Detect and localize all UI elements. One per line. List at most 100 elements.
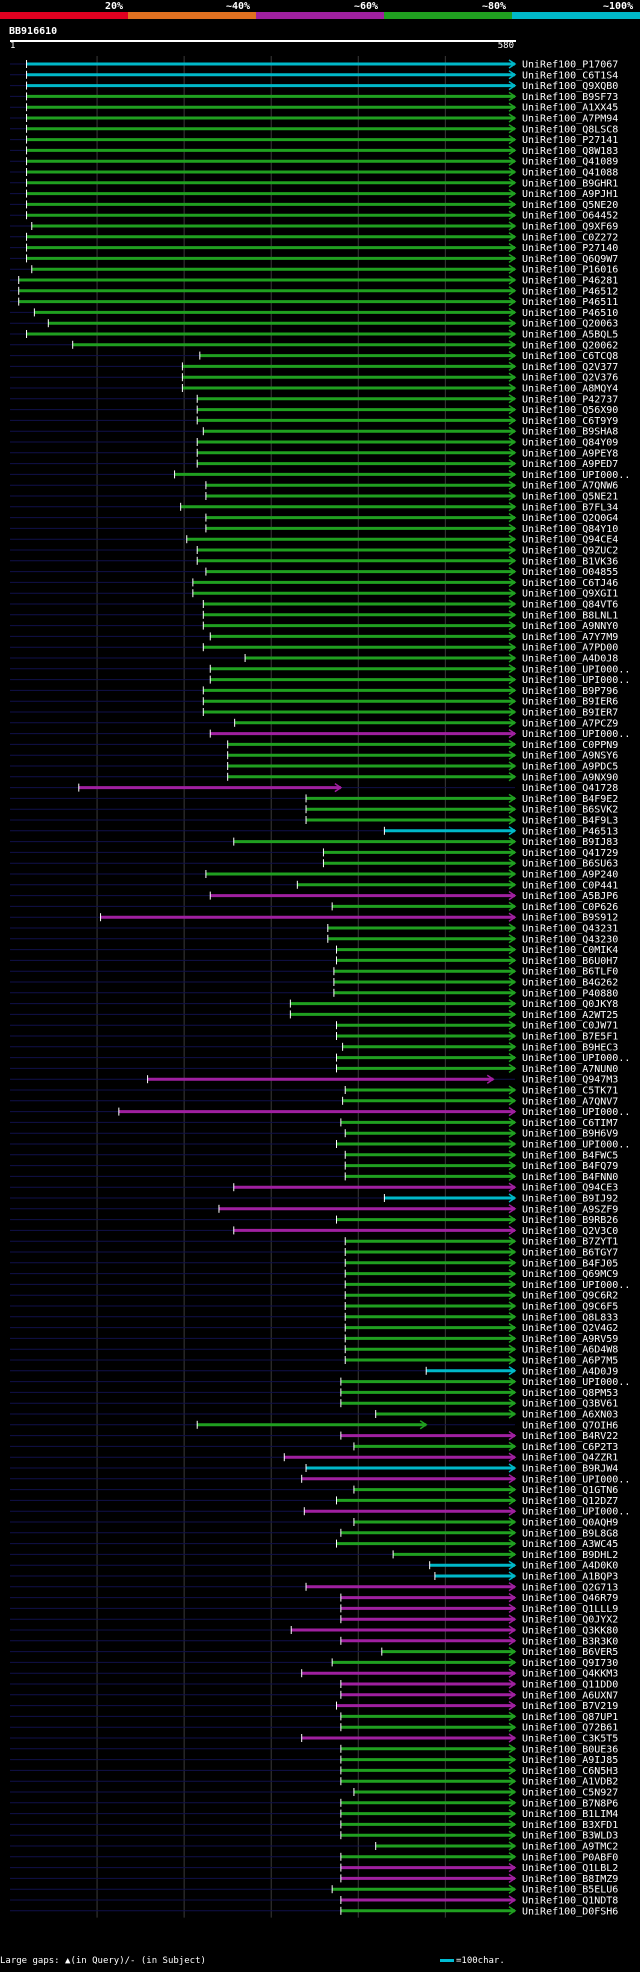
hit-label: UniRef100_B9IER6 [522,697,618,708]
hit-end-arrow [508,1268,517,1279]
hit-label: UniRef100_B9H6V9 [522,1129,618,1140]
hit-label: UniRef100_C0JW71 [522,1021,618,1032]
hit-label: UniRef100_P0ABF0 [522,1852,618,1863]
hit-label: UniRef100_B3R3K0 [522,1636,618,1647]
hit-label: UniRef100_B7N8P6 [522,1798,618,1809]
hit-end-arrow [508,1160,517,1171]
hit-end-arrow [508,1193,517,1203]
hit-label: UniRef100_Q2Q0G4 [522,513,618,524]
hit-label: UniRef100_B9IJ92 [522,1194,618,1205]
hit-label: UniRef100_Q43230 [522,934,618,945]
hit-end-arrow [508,944,517,955]
hit-label: UniRef100_B4RV22 [522,1431,618,1442]
legend-label: ~40% [226,1,251,12]
hit-label: UniRef100_A4D0K0 [522,1561,618,1572]
hit-end-arrow [508,588,517,598]
hit-end-arrow [508,1776,517,1786]
hit-end-arrow [508,1765,517,1776]
hit-end-arrow [508,1463,517,1473]
ruler-end-label: 580 [497,41,514,51]
hit-label: UniRef100_C0P626 [522,902,618,913]
hit-end-arrow [508,91,517,102]
hit-end-arrow [508,1906,517,1916]
hit-end-arrow [508,1031,517,1041]
hit-end-arrow [508,350,517,361]
hit-end-arrow [508,383,517,393]
hit-label: UniRef100_Q9XQB0 [522,81,618,92]
hit-end-arrow [508,1700,517,1711]
footer: Large gaps: ▲(in Query)/- (in Subject) =… [0,1956,640,1970]
hit-label: UniRef100_A7PCZ9 [522,718,618,729]
hit-end-arrow [508,1582,517,1592]
ruler-line [10,40,516,42]
hit-label: UniRef100_Q84VT6 [522,600,618,611]
hit-label: UniRef100_Q4ZZR1 [522,1453,618,1464]
hit-label: UniRef100_A9NSY6 [522,751,618,762]
hit-label: UniRef100_A9IJ85 [522,1755,618,1766]
hit-end-arrow [508,556,517,566]
hit-label: UniRef100_Q2V377 [522,362,618,373]
hit-label: UniRef100_C0PPN9 [522,740,618,751]
hit-end-arrow [508,145,517,156]
hit-label: UniRef100_Q9I730 [522,1658,618,1669]
hit-label: UniRef100_B9SHA8 [522,427,618,438]
hit-end-arrow [508,1052,517,1063]
hit-end-arrow [508,826,517,836]
hit-label: UniRef100_Q94CE4 [522,535,618,546]
hit-end-arrow [508,750,517,760]
hit-label: UniRef100_B7ZYT1 [522,1237,618,1248]
hit-end-arrow [508,610,517,620]
hit-end-arrow [508,1787,517,1797]
hit-label: UniRef100_C6TCQ8 [522,351,618,362]
hit-end-arrow [508,1355,517,1365]
hit-end-arrow [508,1657,517,1668]
hit-end-arrow [508,502,517,512]
hit-label: UniRef100_B9P796 [522,686,618,697]
hit-label: UniRef100_Q2V4G2 [522,1323,618,1334]
hit-label: UniRef100_UPI000.. [522,470,630,481]
hit-end-arrow [508,545,517,555]
hit-label: UniRef100_A9PJH1 [522,189,618,200]
hit-end-arrow [508,1474,517,1484]
hit-end-arrow [508,534,517,544]
hit-end-arrow [508,1020,517,1030]
hit-label: UniRef100_C6P2T3 [522,1442,618,1453]
hit-end-arrow [508,599,517,609]
hit-label: UniRef100_C5TK71 [522,1086,618,1097]
hit-end-arrow [508,469,517,480]
hit-end-arrow [508,1096,517,1106]
hit-label: UniRef100_Q8L833 [522,1312,618,1323]
hit-end-arrow [508,1819,517,1830]
hit-label: UniRef100_A7PD00 [522,643,618,654]
hit-label: UniRef100_A2WT25 [522,1010,618,1021]
hit-label: UniRef100_B4F9E2 [522,794,618,805]
hit-end-arrow [508,1744,517,1754]
hit-label: UniRef100_B4G262 [522,978,618,989]
hit-label: UniRef100_Q2V3C0 [522,1226,618,1237]
hit-label: UniRef100_C5N927 [522,1788,618,1799]
hit-end-arrow [508,804,517,814]
hit-end-arrow [508,1139,517,1149]
hit-label: UniRef100_Q87UP1 [522,1712,618,1723]
hit-end-arrow [508,977,517,987]
hit-label: UniRef100_A1VDB2 [522,1777,618,1788]
hit-end-arrow [508,696,517,706]
hit-label: UniRef100_UPI000.. [522,1507,630,1518]
legend-label: ~80% [482,1,507,12]
hit-label: UniRef100_C0MIK4 [522,945,618,956]
hit-end-arrow [508,523,517,534]
hit-label: UniRef100_UPI000.. [522,1377,630,1388]
hit-end-arrow [508,880,517,890]
hit-label: UniRef100_Q6Q9W7 [522,254,618,265]
legend-segment [256,12,384,19]
hit-label: UniRef100_A1BQP3 [522,1572,618,1583]
hit-end-arrow [508,307,517,318]
hit-label: UniRef100_B6TLF0 [522,967,618,978]
hit-end-arrow [508,1549,517,1560]
hit-end-arrow [508,1204,517,1214]
hit-label: UniRef100_A9SZF9 [522,1204,618,1215]
hit-label: UniRef100_A7QNW6 [522,481,618,492]
hit-label: UniRef100_B9RB26 [522,1215,618,1226]
hit-label: UniRef100_UPI000.. [522,729,630,740]
hit-label: UniRef100_Q7OIH6 [522,1420,618,1431]
